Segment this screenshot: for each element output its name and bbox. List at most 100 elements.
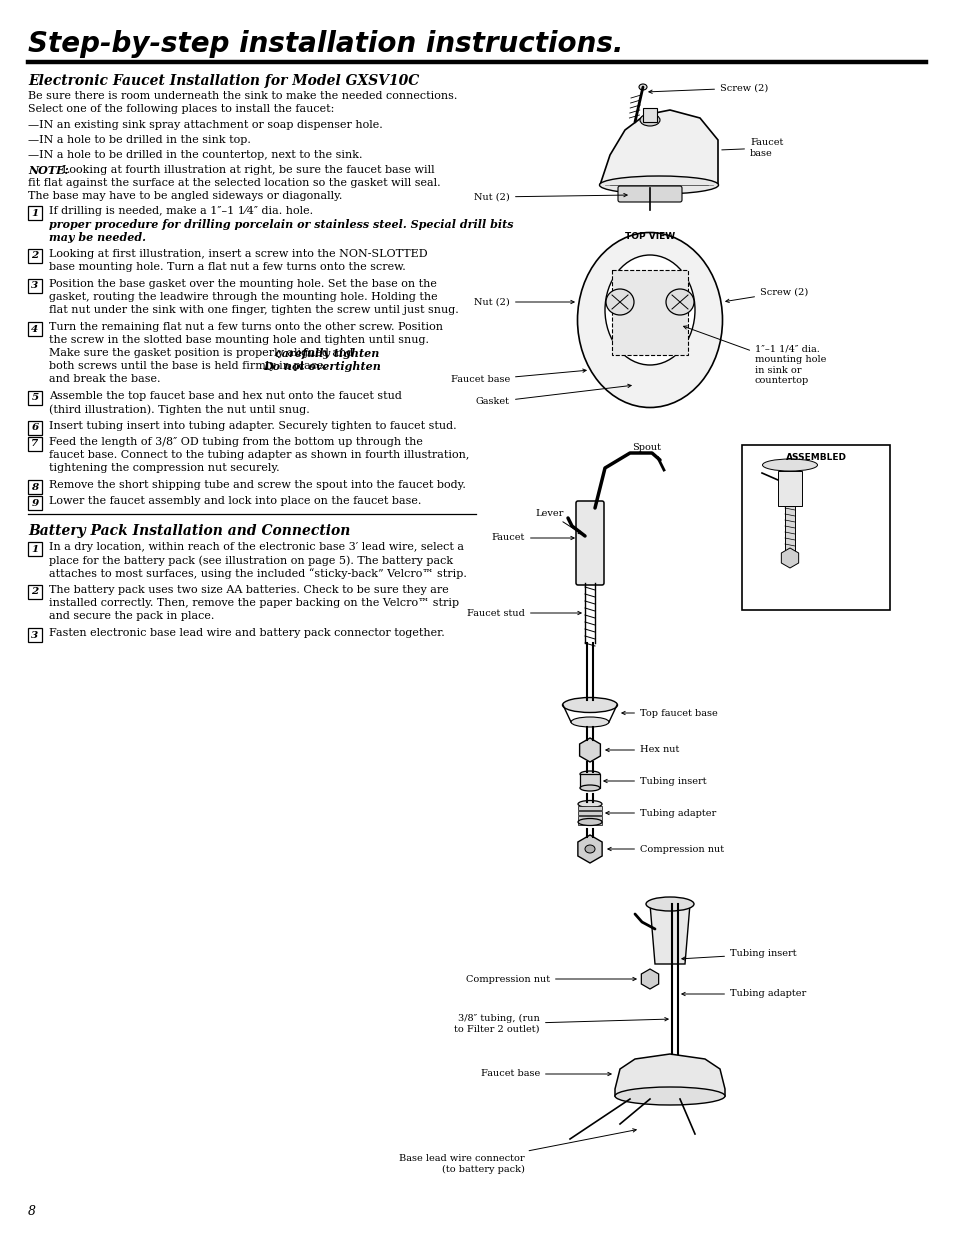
Ellipse shape [604, 254, 695, 366]
Text: Select one of the following places to install the faucet:: Select one of the following places to in… [28, 104, 334, 114]
Text: Faucet base: Faucet base [480, 1070, 611, 1078]
Ellipse shape [579, 785, 599, 790]
Ellipse shape [577, 232, 721, 408]
Text: 1: 1 [31, 545, 38, 553]
Text: and secure the pack in place.: and secure the pack in place. [49, 611, 214, 621]
Text: Remove the short shipping tube and screw the spout into the faucet body.: Remove the short shipping tube and screw… [49, 480, 465, 490]
Text: 2: 2 [31, 252, 38, 261]
Text: Fasten electronic base lead wire and battery pack connector together.: Fasten electronic base lead wire and bat… [49, 629, 444, 638]
Text: may be needed.: may be needed. [49, 232, 146, 243]
Text: 5: 5 [31, 394, 38, 403]
FancyBboxPatch shape [576, 501, 603, 585]
Text: flat nut under the sink with one finger, tighten the screw until just snug.: flat nut under the sink with one finger,… [49, 305, 458, 315]
Text: Feed the length of 3/8″ OD tubing from the bottom up through the: Feed the length of 3/8″ OD tubing from t… [49, 437, 422, 447]
Text: —IN an existing sink spray attachment or soap dispenser hole.: —IN an existing sink spray attachment or… [28, 120, 382, 130]
Text: Step-by-step installation instructions.: Step-by-step installation instructions. [28, 30, 622, 58]
FancyBboxPatch shape [28, 421, 42, 435]
Text: faucet base. Connect to the tubing adapter as shown in fourth illustration,: faucet base. Connect to the tubing adapt… [49, 450, 469, 459]
Bar [578, 806, 601, 810]
FancyBboxPatch shape [28, 322, 42, 336]
Text: Tubing adapter: Tubing adapter [605, 809, 716, 818]
Text: carefully tighten: carefully tighten [274, 348, 379, 359]
Text: 8: 8 [31, 483, 38, 492]
Text: Faucet: Faucet [491, 534, 574, 542]
Text: ASSEMBLED: ASSEMBLED [784, 453, 845, 462]
Text: The base may have to be angled sideways or diagonally.: The base may have to be angled sideways … [28, 191, 342, 201]
Text: 7: 7 [31, 440, 38, 448]
Bar [578, 821, 601, 825]
Text: Electronic Faucet Installation for Model GXSV10C: Electronic Faucet Installation for Model… [28, 74, 418, 88]
Text: gasket, routing the leadwire through the mounting hole. Holding the: gasket, routing the leadwire through the… [49, 291, 437, 303]
Text: tightening the compression nut securely.: tightening the compression nut securely. [49, 463, 279, 473]
Text: Tubing insert: Tubing insert [681, 950, 796, 961]
Ellipse shape [579, 771, 599, 777]
Text: Make sure the gasket position is properly aligned and: Make sure the gasket position is properl… [49, 348, 356, 358]
Text: 3: 3 [31, 631, 38, 640]
Text: Faucet
base: Faucet base [721, 138, 782, 158]
Text: proper procedure for drilling porcelain or stainless steel. Special drill bits: proper procedure for drilling porcelain … [49, 219, 513, 230]
Text: 1″–1 1/4″ dia.
mounting hole
in sink or
countertop: 1″–1 1/4″ dia. mounting hole in sink or … [683, 326, 825, 385]
Text: Faucet stud: Faucet stud [467, 609, 580, 618]
FancyBboxPatch shape [28, 542, 42, 556]
Polygon shape [615, 1053, 724, 1095]
Text: Faucet base: Faucet base [450, 369, 585, 384]
Ellipse shape [645, 897, 693, 911]
Text: Turn the remaining flat nut a few turns onto the other screw. Position: Turn the remaining flat nut a few turns … [49, 322, 442, 332]
Text: Screw (2): Screw (2) [648, 84, 767, 94]
Ellipse shape [761, 459, 817, 471]
Polygon shape [599, 110, 718, 185]
Bar [784, 506, 794, 551]
Text: attaches to most surfaces, using the included “sticky-back” Velcro™ strip.: attaches to most surfaces, using the inc… [49, 568, 466, 579]
Text: —IN a hole to be drilled in the sink top.: —IN a hole to be drilled in the sink top… [28, 135, 251, 144]
Text: 1: 1 [31, 209, 38, 217]
Text: Lower the faucet assembly and lock into place on the faucet base.: Lower the faucet assembly and lock into … [49, 496, 421, 506]
Text: Top faucet base: Top faucet base [621, 709, 717, 718]
Text: Tubing insert: Tubing insert [603, 777, 706, 785]
Text: 3: 3 [31, 282, 38, 290]
Text: Screw (2): Screw (2) [725, 288, 807, 303]
Text: The battery pack uses two size AA batteries. Check to be sure they are: The battery pack uses two size AA batter… [49, 585, 448, 595]
Ellipse shape [639, 114, 659, 126]
Text: 2: 2 [31, 588, 38, 597]
Text: Be sure there is room underneath the sink to make the needed connections.: Be sure there is room underneath the sin… [28, 91, 456, 101]
Text: —IN a hole to be drilled in the countertop, next to the sink.: —IN a hole to be drilled in the countert… [28, 149, 362, 161]
Text: Assemble the top faucet base and hex nut onto the faucet stud: Assemble the top faucet base and hex nut… [49, 391, 401, 401]
Text: the screw in the slotted base mounting hole and tighten until snug.: the screw in the slotted base mounting h… [49, 335, 429, 345]
Text: fit flat against the surface at the selected location so the gasket will seal.: fit flat against the surface at the sele… [28, 178, 440, 188]
FancyBboxPatch shape [28, 480, 42, 494]
Bar [741, 445, 889, 610]
FancyBboxPatch shape [28, 249, 42, 263]
Text: Lever: Lever [535, 509, 581, 534]
Text: both screws until the base is held firmly in place.: both screws until the base is held firml… [49, 361, 330, 370]
Text: Nut (2): Nut (2) [474, 193, 626, 201]
Text: NOTE:: NOTE: [28, 165, 69, 177]
Ellipse shape [571, 718, 608, 727]
Text: 4: 4 [31, 325, 38, 333]
Text: Tubing adapter: Tubing adapter [681, 989, 805, 999]
Text: Insert tubing insert into tubing adapter. Securely tighten to faucet stud.: Insert tubing insert into tubing adapter… [49, 421, 456, 431]
Ellipse shape [578, 819, 601, 825]
FancyBboxPatch shape [28, 585, 42, 599]
Ellipse shape [584, 845, 595, 853]
Text: Hex nut: Hex nut [605, 746, 679, 755]
Text: and break the base.: and break the base. [49, 374, 160, 384]
Text: TOP VIEW: TOP VIEW [624, 232, 675, 241]
Bar [579, 774, 599, 788]
Ellipse shape [665, 289, 693, 315]
Text: If drilling is needed, make a 1″–1 1⁄4″ dia. hole.: If drilling is needed, make a 1″–1 1⁄4″ … [49, 206, 313, 216]
Text: 6: 6 [31, 424, 38, 432]
Ellipse shape [598, 177, 718, 194]
Text: Compression nut: Compression nut [465, 974, 636, 983]
FancyBboxPatch shape [28, 279, 42, 293]
Text: Looking at first illustration, insert a screw into the NON-SLOTTED: Looking at first illustration, insert a … [49, 249, 427, 259]
Text: Do not overtighten: Do not overtighten [263, 361, 380, 372]
FancyBboxPatch shape [28, 206, 42, 220]
Text: (third illustration). Tighten the nut until snug.: (third illustration). Tighten the nut un… [49, 404, 310, 415]
Text: Looking at fourth illustration at right, be sure the faucet base will: Looking at fourth illustration at right,… [62, 165, 435, 175]
FancyBboxPatch shape [28, 391, 42, 405]
Ellipse shape [578, 800, 601, 808]
Text: Base lead wire connector
(to battery pack): Base lead wire connector (to battery pac… [399, 1129, 636, 1173]
Text: 3/8″ tubing, (run
to Filter 2 outlet): 3/8″ tubing, (run to Filter 2 outlet) [454, 1014, 667, 1034]
Text: Position the base gasket over the mounting hole. Set the base on the: Position the base gasket over the mounti… [49, 279, 436, 289]
Text: Spout: Spout [631, 443, 660, 452]
